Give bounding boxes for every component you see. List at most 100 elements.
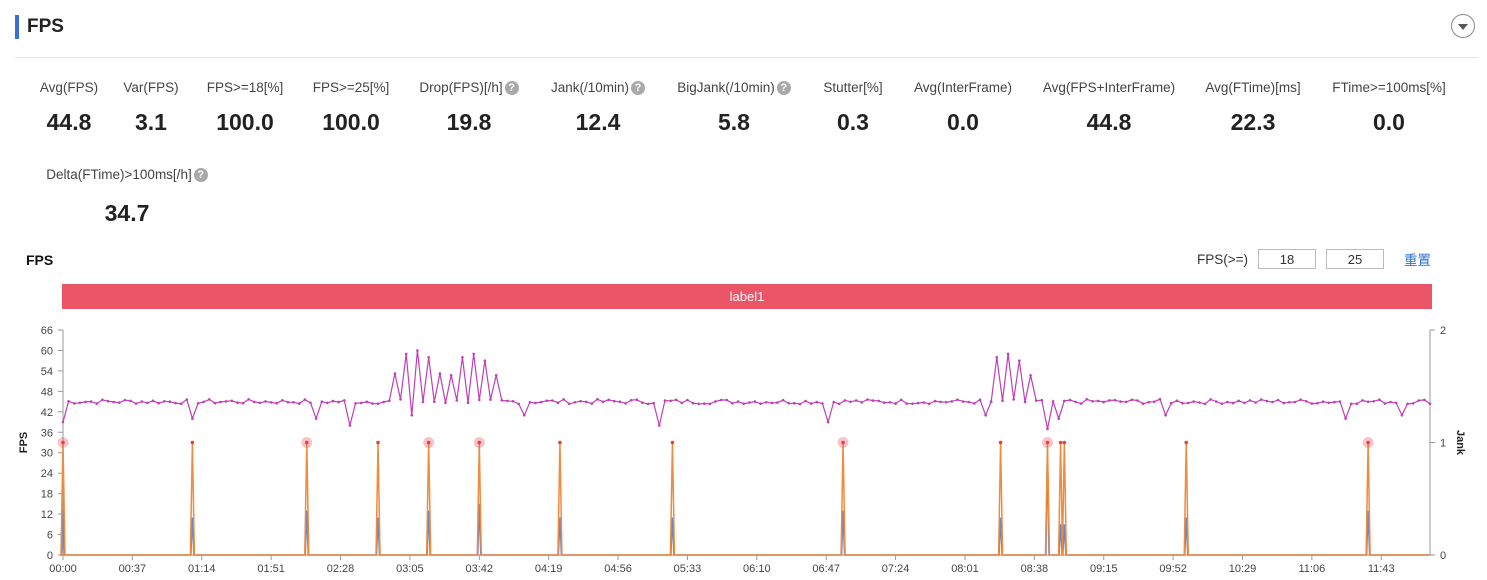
help-icon[interactable]: ? (193, 167, 208, 182)
fps-point (1349, 402, 1353, 406)
fps-point (764, 401, 768, 404)
reset-link[interactable]: 重置 (1404, 253, 1432, 268)
metric-value: 19.8 (446, 109, 492, 135)
fps-point (1316, 401, 1319, 405)
x-tick-label: 08:38 (1021, 563, 1049, 575)
fps-point (449, 374, 453, 377)
help-icon[interactable]: ? (631, 80, 646, 95)
y-tick-label: 54 (41, 366, 53, 378)
fps-point (573, 401, 577, 404)
stutter-series-line (60, 449, 1430, 556)
fps-point (1321, 400, 1325, 403)
fps-point (275, 401, 279, 405)
fps-point (1153, 400, 1156, 403)
fps-point (770, 401, 774, 405)
threshold-high-input[interactable] (1326, 249, 1385, 269)
fps-point (118, 401, 121, 404)
fps-point (1355, 402, 1359, 405)
fps-point (629, 398, 633, 402)
help-icon[interactable]: ? (504, 80, 519, 95)
metric-label: Stutter[%] (823, 80, 882, 95)
fps-point (500, 399, 504, 402)
fps-point (219, 400, 222, 404)
x-tick-label: 04:19 (535, 563, 563, 575)
x-tick-label: 05:33 (674, 563, 702, 575)
fps-point (455, 399, 459, 402)
jank-point (998, 440, 1003, 445)
fps-point (157, 401, 160, 405)
x-tick-label: 11:06 (1299, 563, 1326, 575)
fps-point (1068, 398, 1072, 402)
fps-point (224, 400, 228, 403)
fps-point (826, 420, 830, 424)
fps-threshold-controls: FPS(>=) 重置 (1197, 249, 1431, 269)
fps-point (1006, 352, 1010, 356)
x-tick-label: 08:01 (951, 563, 979, 575)
fps-point (163, 400, 166, 403)
metric-value: 3.1 (135, 109, 167, 135)
fps-point (528, 401, 532, 404)
fps-point (956, 398, 959, 401)
fps-point (809, 402, 813, 405)
fps-point (1288, 401, 1291, 404)
fps-point (179, 402, 183, 405)
metric-8: Stutter[%] 0.3 (743, 79, 963, 136)
metric-label: Avg(FPS+InterFrame) (1043, 80, 1175, 95)
fps-point (309, 401, 312, 405)
fps-point (343, 399, 346, 402)
fps-point (371, 402, 374, 405)
fps-point (314, 417, 318, 420)
metric-label-text: Drop(FPS)[/h] (419, 80, 503, 95)
fps-point (320, 400, 324, 403)
metric-label-text: Jank(/10min) (550, 80, 630, 95)
metric-label-text: FPS>=18[%] (206, 80, 284, 95)
x-tick-label: 06:10 (743, 563, 771, 575)
metric-label: BigJank(/10min)? (677, 80, 791, 95)
metric-value: 0.0 (1373, 109, 1405, 135)
fps-point (1282, 401, 1285, 405)
threshold-low-input[interactable] (1258, 249, 1317, 269)
jank-point (477, 440, 482, 445)
metric-value: 0.3 (837, 109, 869, 135)
jank-point (1062, 440, 1067, 445)
fps-point (258, 401, 262, 405)
fps-point (866, 398, 869, 401)
metric-6: Jank(/10min)? 12.4 (488, 79, 708, 136)
fps-point (1361, 399, 1364, 402)
fps-point (978, 398, 982, 401)
fps-point (1057, 417, 1060, 420)
fps-point (928, 402, 931, 406)
collapse-button[interactable] (1451, 14, 1475, 38)
label-band[interactable]: label1 (62, 284, 1432, 309)
fps-point (174, 401, 177, 405)
fps-point (635, 398, 639, 401)
fps-point (134, 402, 138, 405)
metric-label-text: BigJank(/10min) (677, 80, 775, 95)
fps-point (646, 402, 650, 406)
fps-point (562, 398, 565, 401)
metric-value: 100.0 (216, 109, 274, 135)
fps-point (1406, 402, 1409, 406)
fps-point (742, 402, 745, 405)
fps-point (922, 401, 925, 404)
metric-5: Drop(FPS)[/h]? 19.8 (359, 79, 579, 136)
fps-point (1164, 413, 1167, 417)
fps-point (652, 401, 655, 405)
metric-9: Avg(InterFrame) 0.0 (853, 79, 1073, 136)
fps-point (798, 402, 802, 406)
metric-label: Avg(FPS) (40, 80, 98, 95)
x-tick-label: 09:15 (1090, 563, 1118, 575)
fps-point (1428, 402, 1432, 406)
fps-point (1344, 417, 1347, 420)
y-tick-label: 6 (47, 530, 53, 542)
fps-point (517, 402, 520, 406)
x-tick-label: 03:05 (396, 563, 424, 575)
fps-point (961, 400, 965, 403)
fps-point (944, 400, 948, 404)
metric-label: Var(FPS) (123, 80, 178, 95)
fps-point (584, 400, 588, 404)
metric-10: Avg(FPS+InterFrame) 44.8 (999, 79, 1219, 136)
fps-point (511, 400, 515, 403)
help-icon[interactable]: ? (776, 80, 791, 95)
